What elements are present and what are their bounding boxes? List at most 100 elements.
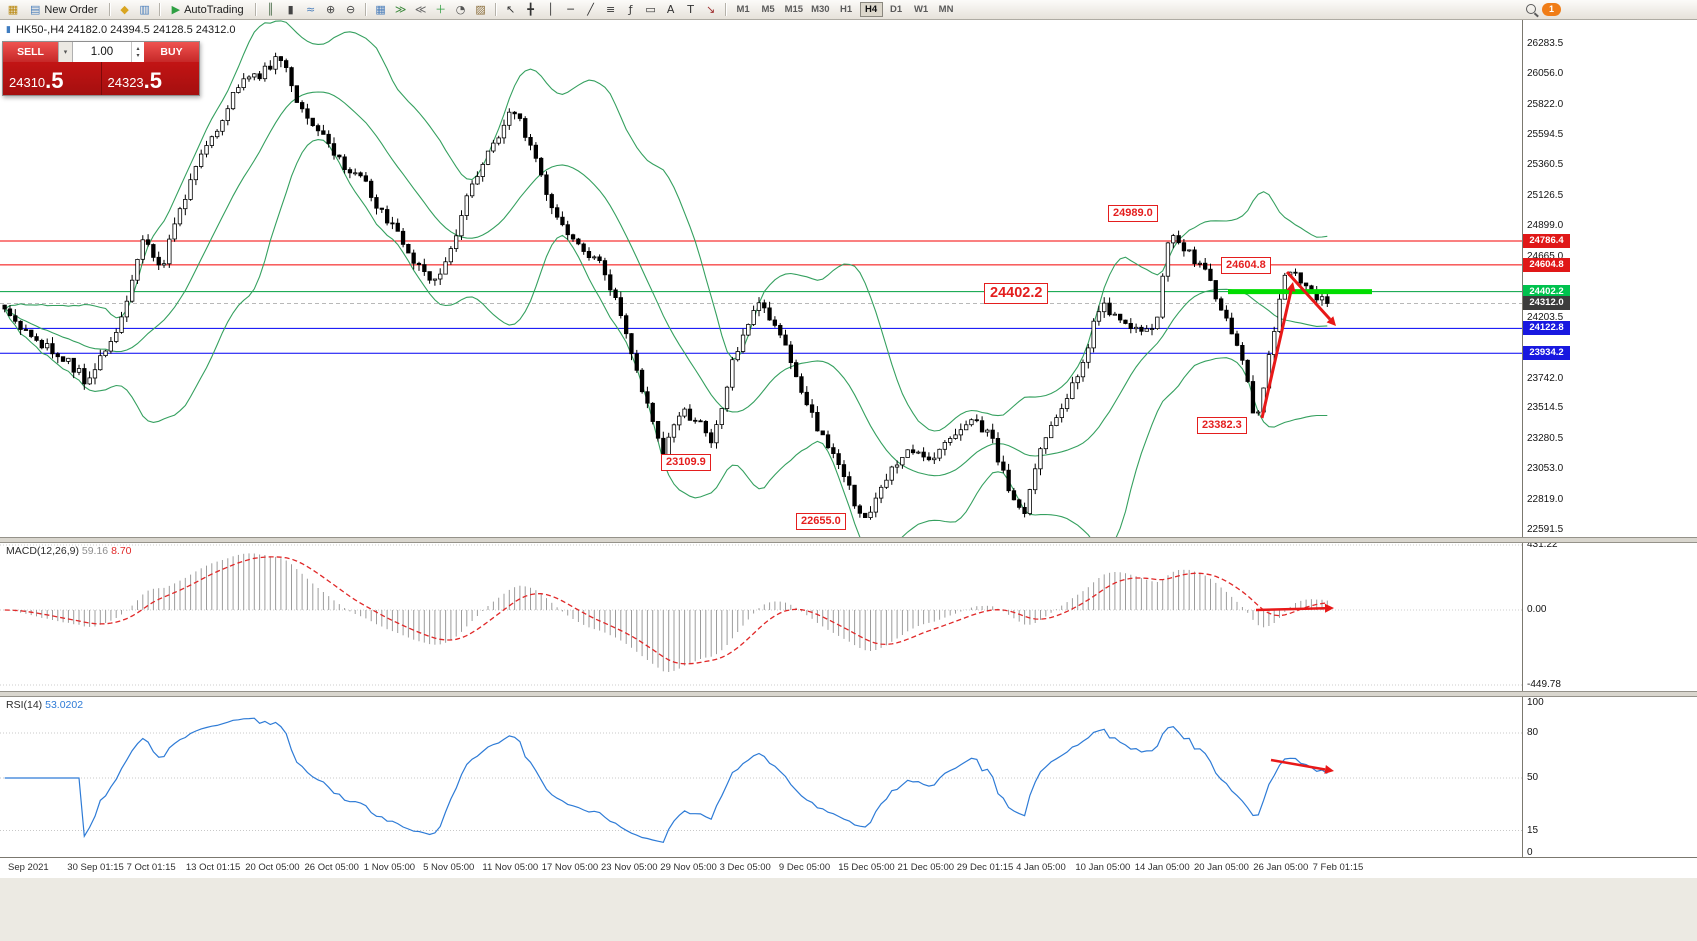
macd-chart <box>0 544 1522 686</box>
new-order-label: New Order <box>44 3 98 16</box>
main-chart[interactable]: ▮ HK50-,H4 24182.0 24394.5 24128.5 24312… <box>0 19 1522 537</box>
line-chart-icon[interactable]: ≈ <box>301 1 321 18</box>
buy-price-main: 24323 <box>107 75 144 90</box>
time-axis-label: 3 Dec 05:00 <box>719 862 771 873</box>
volume-up-button[interactable]: ▴ <box>136 45 140 52</box>
rsi-panel[interactable]: RSI(14) 53.0202 <box>0 695 1522 857</box>
volume-input[interactable] <box>73 42 131 62</box>
panel-separator[interactable] <box>0 691 1697 697</box>
timeframe-h1-button[interactable]: H1 <box>835 2 858 17</box>
time-axis-label: 30 Sep 01:15 <box>67 862 124 873</box>
crosshair-icon[interactable]: ╋ <box>521 1 541 18</box>
text-icon[interactable]: A <box>661 1 681 18</box>
expert-advisor-icon[interactable]: ◆ <box>115 1 135 18</box>
timeframe-d1-button[interactable]: D1 <box>885 2 908 17</box>
macd-axis-label: 431.22 <box>1527 539 1558 550</box>
time-axis-label: 4 Jan 05:00 <box>1016 862 1066 873</box>
time-axis-label: 23 Nov 05:00 <box>601 862 658 873</box>
toolbar-separator <box>724 3 727 16</box>
sell-price-pips: .5 <box>45 68 64 93</box>
macd-label: MACD(12,26,9) 59.16 8.70 <box>6 545 132 557</box>
buy-price[interactable]: 24323.5 <box>100 62 200 95</box>
price-axis[interactable]: 26283.5 26056.0 25822.0 25594.5 25360.5 25126… <box>1522 19 1697 858</box>
price-axis-label: 26056.0 <box>1527 67 1564 79</box>
time-axis-label: 5 Nov 05:00 <box>423 862 475 873</box>
trendline-icon[interactable]: ╱ <box>581 1 601 18</box>
sell-price[interactable]: 24310.5 <box>3 62 101 95</box>
macd-axis-label: 0.00 <box>1527 604 1547 615</box>
timeframe-m1-button[interactable]: M1 <box>732 2 755 17</box>
volume-spinner: ▴ ▾ <box>131 42 144 62</box>
panel-separator[interactable] <box>0 537 1697 543</box>
price-annotation: 24604.8 <box>1221 257 1271 274</box>
new-order-button[interactable]: ▤ New Order <box>23 1 105 18</box>
shapes-icon[interactable]: ▭ <box>641 1 661 18</box>
horizontal-line-icon[interactable]: ─ <box>561 1 581 18</box>
toolbar-separator <box>364 3 367 16</box>
price-tag: 24122.8 <box>1523 321 1570 336</box>
rsi-axis-label: 0 <box>1527 847 1533 858</box>
rsi-axis-label: 15 <box>1527 824 1539 836</box>
vertical-line-icon[interactable]: │ <box>541 1 561 18</box>
chart-window-icon[interactable]: ▦ <box>3 1 23 18</box>
time-axis-label: 29 Nov 05:00 <box>660 862 717 873</box>
timeframe-w1-button[interactable]: W1 <box>910 2 933 17</box>
fibonacci-icon[interactable]: ƒ <box>621 1 641 18</box>
volume-down-button[interactable]: ▾ <box>136 52 140 59</box>
buy-button[interactable]: BUY <box>144 42 199 62</box>
price-annotation: 23382.3 <box>1197 417 1247 434</box>
bar-chart-icon[interactable]: ║ <box>261 1 281 18</box>
cursor-icon[interactable]: ↖ <box>501 1 521 18</box>
rsi-label: RSI(14) 53.0202 <box>6 699 84 711</box>
timeframe-buttons: M1 M5 M15 M30 H1 H4 D1 W1 MN <box>731 2 959 17</box>
time-axis[interactable]: Sep 2021 30 Sep 01:15 7 Oct 01:15 13 Oct 01… <box>0 857 1697 878</box>
zoom-in-icon[interactable]: ⊕ <box>321 1 341 18</box>
time-axis-label: 15 Dec 05:00 <box>838 862 895 873</box>
timeframe-m15-button[interactable]: M15 <box>782 2 806 17</box>
time-axis-label: 7 Feb 01:15 <box>1312 862 1364 873</box>
search-icon[interactable] <box>1526 4 1536 14</box>
channel-icon[interactable]: ≡ <box>601 1 621 18</box>
label-icon[interactable]: T <box>681 1 701 18</box>
volume-field: ▴ ▾ <box>73 42 144 62</box>
tile-windows-icon[interactable]: ▦ <box>371 1 391 18</box>
symbol-chart-icon: ▮ <box>6 25 11 35</box>
zoom-out-icon[interactable]: ⊖ <box>341 1 361 18</box>
price-tag: 24402.2 <box>1523 284 1570 299</box>
timeframe-h4-button[interactable]: H4 <box>859 2 883 17</box>
chart-shift-icon[interactable]: ≪ <box>411 1 431 18</box>
new-order-icon: ▤ <box>30 3 41 16</box>
market-watch-icon[interactable]: ▥ <box>135 1 155 18</box>
price-axis-label: 22591.5 <box>1527 523 1564 535</box>
arrows-tool-icon[interactable]: ↘ <box>701 1 721 18</box>
toolbar-search: 1 <box>1526 0 1561 18</box>
timeframe-m5-button[interactable]: M5 <box>757 2 780 17</box>
autotrading-button[interactable]: ▶ AutoTrading <box>165 1 251 18</box>
price-axis-label: 23514.5 <box>1527 402 1564 414</box>
notification-badge[interactable]: 1 <box>1542 2 1561 16</box>
sell-button[interactable]: SELL <box>3 42 58 62</box>
periods-icon[interactable]: ◔ <box>451 1 471 18</box>
auto-scroll-icon[interactable]: ≫ <box>391 1 411 18</box>
play-icon: ▶ <box>171 3 181 16</box>
rsi-axis-label: 50 <box>1527 772 1539 783</box>
timeframe-mn-button[interactable]: MN <box>935 2 958 17</box>
time-axis-label: 14 Jan 05:00 <box>1134 862 1190 873</box>
indicators-icon[interactable]: ＋ <box>431 1 451 18</box>
price-axis-label: 23742.0 <box>1527 372 1564 384</box>
price-axis-label: 26283.5 <box>1527 37 1564 49</box>
macd-axis-label: -449.78 <box>1527 679 1561 690</box>
candlestick-chart <box>0 20 1522 537</box>
buy-price-pips: .5 <box>143 68 163 93</box>
templates-icon[interactable]: ▨ <box>471 1 491 18</box>
timeframe-m30-button[interactable]: M30 <box>808 2 832 17</box>
time-axis-label: 1 Nov 05:00 <box>363 862 416 873</box>
order-type-dropdown[interactable]: ▾ <box>58 42 73 62</box>
time-axis-label: 21 Dec 05:00 <box>897 862 955 873</box>
one-click-trading-panel: SELL ▾ ▴ ▾ BUY 24310.5 24323.5 <box>2 41 200 96</box>
time-axis-label: 11 Nov 05:00 <box>482 862 539 873</box>
candlestick-chart-icon[interactable]: ▮ <box>281 1 301 18</box>
macd-panel[interactable]: MACD(12,26,9) 59.16 8.70 <box>0 541 1522 691</box>
price-axis-label: 22819.0 <box>1527 494 1564 505</box>
symbol-info: ▮ HK50-,H4 24182.0 24394.5 24128.5 24312… <box>6 24 236 36</box>
